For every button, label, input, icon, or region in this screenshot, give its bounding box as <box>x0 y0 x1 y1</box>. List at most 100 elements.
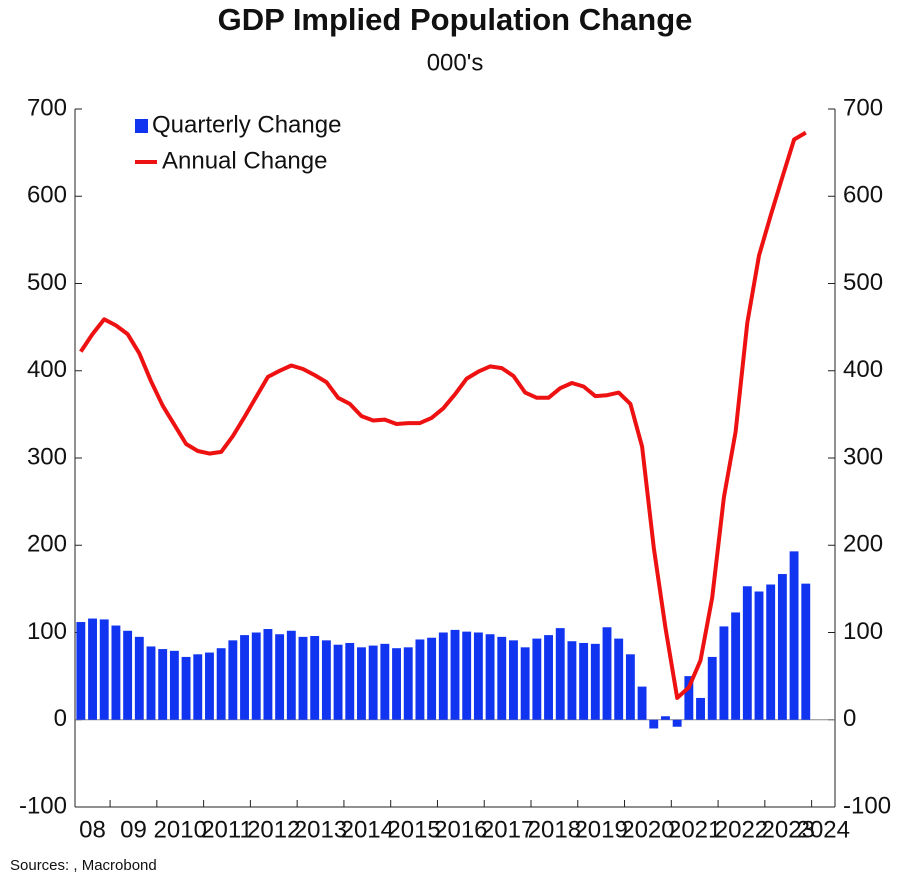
y2-tick-label: 500 <box>843 269 883 296</box>
x-tick-label: 2014 <box>341 816 394 843</box>
bar <box>427 637 437 720</box>
bar <box>614 638 624 720</box>
bar <box>777 574 787 720</box>
bar <box>403 647 413 720</box>
x-tick-label: 2015 <box>387 816 440 843</box>
bar <box>275 634 285 720</box>
y-tick-label: 600 <box>27 182 67 209</box>
y2-tick-label: 200 <box>843 531 883 558</box>
x-tick-label: 2013 <box>294 816 347 843</box>
bar <box>158 649 168 720</box>
bar <box>415 639 425 720</box>
bar <box>380 643 390 720</box>
bar <box>123 630 133 720</box>
bar <box>76 622 86 720</box>
bar <box>473 632 483 720</box>
y-tick-label: 400 <box>27 356 67 383</box>
x-tick-label: 2011 <box>201 816 253 843</box>
bar <box>731 612 741 720</box>
legend-label: Quarterly Change <box>152 111 341 138</box>
x-tick-label: 2010 <box>154 816 207 843</box>
line <box>79 130 807 700</box>
bar <box>707 656 717 720</box>
bar <box>228 640 238 720</box>
bar <box>88 618 97 720</box>
bar <box>462 631 472 720</box>
bar <box>99 619 109 720</box>
bar <box>263 629 273 720</box>
x-tick-label: 2017 <box>481 816 534 843</box>
chart-title: GDP Implied Population Change <box>218 2 693 37</box>
y2-tick-label: 100 <box>843 618 883 645</box>
y-tick-label: 0 <box>54 705 67 732</box>
bar <box>602 627 612 720</box>
bar <box>450 629 460 720</box>
x-tick-label: 2023 <box>762 816 815 843</box>
x-tick-label: 2012 <box>247 816 300 843</box>
bar <box>754 591 764 720</box>
bar <box>672 719 682 727</box>
bar <box>497 636 507 720</box>
bar <box>368 645 378 720</box>
bar <box>637 686 647 720</box>
x-tick-label: 2016 <box>434 816 487 843</box>
bar <box>532 638 542 720</box>
bar <box>567 641 577 720</box>
x-tick-label: 2018 <box>528 816 581 843</box>
bar <box>649 719 659 729</box>
bar <box>579 642 589 720</box>
y-tick-label: 200 <box>27 531 67 558</box>
legend-swatch <box>135 119 148 133</box>
bar <box>310 635 320 720</box>
bar <box>357 647 366 720</box>
y2-tick-label: 400 <box>843 356 883 383</box>
chart-subtitle: 000's <box>427 49 484 76</box>
y2-tick-label: -100 <box>843 792 891 819</box>
bar <box>801 583 811 720</box>
bar <box>766 584 776 720</box>
bar <box>684 676 694 720</box>
bar <box>509 640 518 720</box>
bar <box>251 632 261 720</box>
y2-tick-label: 300 <box>843 443 883 470</box>
bar <box>205 652 214 720</box>
bar <box>520 647 530 720</box>
y-tick-label: 700 <box>27 94 67 121</box>
bar <box>661 716 670 720</box>
bar <box>696 697 705 720</box>
bar <box>789 551 799 720</box>
bar <box>742 586 752 720</box>
bar <box>544 635 553 720</box>
source-note: Sources: , Macrobond <box>10 857 157 874</box>
bar <box>240 635 249 720</box>
bar <box>392 648 401 720</box>
bar <box>321 640 331 720</box>
bar <box>345 642 355 720</box>
x-tick-label: 2019 <box>574 816 627 843</box>
bar <box>181 656 191 720</box>
bar <box>485 634 495 720</box>
x-tick-label: 09 <box>120 816 147 843</box>
y-tick-label: -100 <box>19 792 67 819</box>
y2-tick-label: 0 <box>843 705 856 732</box>
legend-label: Annual Change <box>162 147 327 174</box>
bar <box>134 636 144 720</box>
x-tick-label: 2022 <box>715 816 768 843</box>
y2-tick-label: 600 <box>843 182 883 209</box>
bar <box>555 628 565 720</box>
bar <box>625 654 635 720</box>
bar <box>590 643 600 720</box>
bar <box>146 646 156 720</box>
bar <box>169 650 179 720</box>
bar <box>438 632 448 720</box>
y-tick-label: 100 <box>27 618 67 645</box>
bar <box>719 626 729 720</box>
bar <box>333 644 343 720</box>
x-tick-label: 2020 <box>621 816 674 843</box>
bar <box>216 648 226 720</box>
bar <box>286 630 296 720</box>
bar <box>193 654 203 720</box>
x-tick-label: 08 <box>79 816 106 843</box>
x-tick-label: 2024 <box>797 816 850 843</box>
